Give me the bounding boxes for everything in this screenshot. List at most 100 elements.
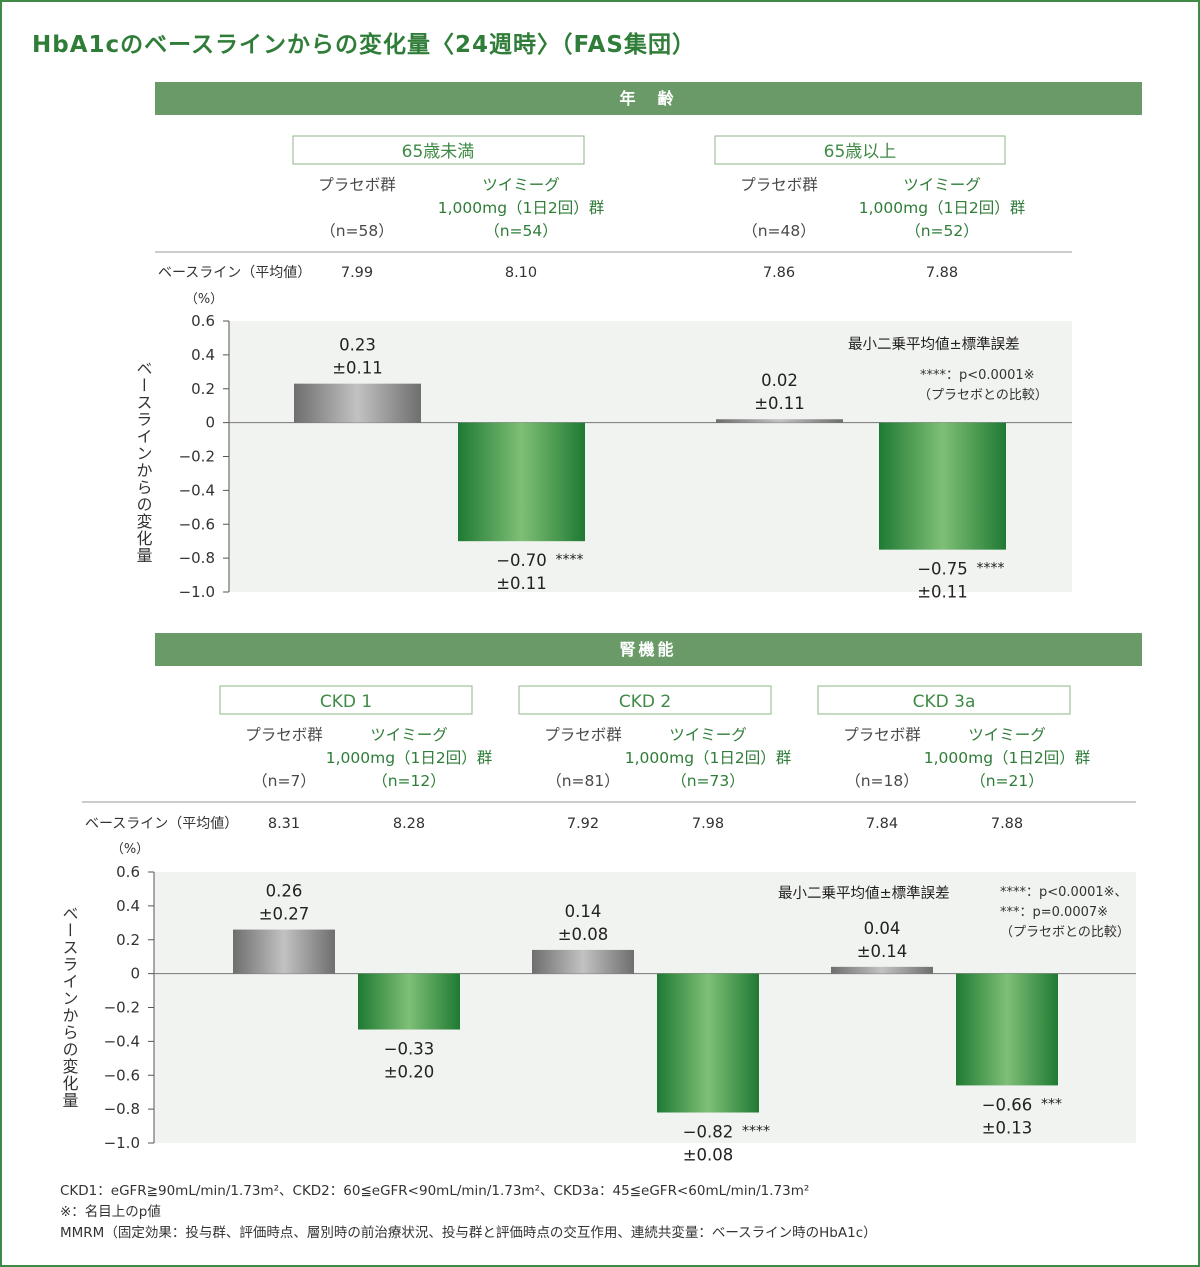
age-value-label: −0.70 [496,551,547,570]
age-g2-placebo-n: （n=48） [742,222,816,240]
age-subgroup-box-2 [714,135,1006,165]
age-chart: 年 齢 65歳未満 65歳以上 プラセボ群 ツイミーグ 1,000mg（1日2回… [134,82,1142,602]
kidney-subgroup-label-1: CKD 1 [320,692,372,712]
kidney-legend-line-1: ****：p<0.0001※、 [1000,885,1128,900]
kidney-g2-treatment-n: （n=73） [671,772,745,790]
age-subgroup-box-1 [292,135,585,165]
kidney-significance-label: *** [1041,1096,1062,1112]
kidney-value-label: 0.04 [864,919,901,938]
age-y-tick-label: 0 [205,414,215,432]
kidney-y-unit: （%） [111,842,149,857]
kidney-y-tick-label: 0.6 [116,863,140,881]
kidney-g3-placebo-name: プラセボ群 [843,726,921,744]
kidney-placebo-bar [831,966,933,974]
kidney-g2-placebo-name: プラセボ群 [544,726,622,744]
kidney-g3-treatment-name-1: ツイミーグ [968,726,1046,744]
age-y-tick-label: −0.8 [179,549,215,567]
age-g1-treatment-n: （n=54） [484,222,558,240]
kidney-g3-treatment-name-2: 1,000mg（1日2回）群 [924,749,1091,767]
kidney-value-label: −0.66 [982,1095,1033,1114]
kidney-y-tick-label: 0.4 [116,897,140,915]
kidney-value-label: −0.33 [384,1040,435,1059]
age-y-tick-label: 0.2 [191,380,215,398]
footnote-1: CKD1：eGFR≧90mL/min/1.73m²、CKD2：60≦eGFR<9… [60,1183,809,1199]
kidney-value-label: 0.14 [565,902,602,921]
kidney-baseline-g3-placebo: 7.84 [866,816,898,832]
kidney-g1-placebo-n: （n=7） [252,772,316,790]
kidney-significance-label: **** [742,1124,770,1140]
kidney-baseline-g2-placebo: 7.92 [567,816,599,832]
age-g2-treatment-n: （n=52） [905,222,979,240]
age-baseline-g2-treatment: 7.88 [926,265,958,281]
kidney-subgroup-label-3: CKD 3a [913,692,976,712]
age-baseline-g2-placebo: 7.86 [763,265,795,281]
age-value-label: −0.75 [917,560,968,579]
age-section-bar [155,82,1142,115]
age-baseline-label: ベースライン（平均値） [158,265,311,281]
kidney-baseline-g1-placebo: 8.31 [268,816,300,832]
age-g2-treatment-name-1: ツイミーグ [903,176,981,194]
kidney-y-tick-label: −0.6 [104,1066,140,1084]
kidney-se-label: ±0.13 [982,1118,1033,1137]
age-g2-treatment-name-2: 1,000mg（1日2回）群 [859,199,1026,217]
age-se-label: ±0.11 [754,394,805,413]
kidney-se-label: ±0.27 [259,905,310,924]
kidney-section-title: 腎機能 [619,640,676,659]
kidney-se-label: ±0.08 [558,925,609,944]
kidney-legend-line-3: （プラセボとの比較） [1000,925,1130,940]
age-baseline-g1-treatment: 8.10 [505,265,537,281]
age-g1-placebo-name: プラセボ群 [318,176,396,194]
age-g1-treatment-name-2: 1,000mg（1日2回）群 [438,199,605,217]
kidney-y-tick-label: −0.8 [104,1100,140,1118]
kidney-y-axis-label: ベースラインからの変化量 [60,905,79,1109]
kidney-y-tick-label: 0 [130,965,140,983]
kidney-y-tick-label: −0.2 [104,999,140,1017]
age-significance-label: **** [977,561,1005,577]
age-section-title: 年 齢 [619,89,676,108]
kidney-subgroup-box-3 [817,685,1071,715]
kidney-y-tick-label: −0.4 [104,1032,140,1050]
kidney-value-label: 0.26 [266,882,303,901]
age-g1-treatment-name-1: ツイミーグ [482,176,560,194]
footnote-3: MMRM（固定効果：投与群、評価時点、層別時の前治療状況、投与群と評価時点の交互… [60,1224,877,1241]
age-se-label: ±0.11 [496,574,547,593]
footnote-2: ※：名目上のp値 [60,1204,161,1220]
kidney-baseline-g3-treatment: 7.88 [991,816,1023,832]
age-value-label: 0.02 [761,371,798,390]
age-placebo-bar [716,419,843,423]
age-y-tick-label: 0.4 [191,346,215,364]
kidney-y-tick-label: 0.2 [116,931,140,949]
kidney-baseline-g2-treatment: 7.98 [692,816,724,832]
age-y-axis-label: ベースラインからの変化量 [134,360,153,564]
kidney-se-label: ±0.20 [384,1063,435,1082]
age-subgroup-label-1: 65歳未満 [402,142,475,162]
kidney-g1-treatment-n: （n=12） [372,772,446,790]
age-y-tick-label: −1.0 [179,583,215,601]
kidney-g1-treatment-name-2: 1,000mg（1日2回）群 [326,749,493,767]
age-y-tick-label: −0.2 [179,448,215,466]
kidney-placebo-bar [532,949,634,974]
age-subgroup-label-2: 65歳以上 [824,142,897,162]
kidney-bars: 0.26 ±0.27 0.14 ±0.08 0.04 ±0.14 −0.33 ±0.20 −0.… [233,882,1062,1165]
kidney-g1-placebo-name: プラセボ群 [245,726,323,744]
kidney-g1-treatment-name-1: ツイミーグ [370,726,448,744]
kidney-se-label: ±0.14 [857,942,908,961]
kidney-y-tick-label: −1.0 [104,1134,140,1152]
age-g2-placebo-name: プラセボ群 [740,176,818,194]
kidney-subgroup-box-2 [518,685,772,715]
age-y-tick-label: −0.6 [179,515,215,533]
age-g1-placebo-n: （n=58） [320,222,394,240]
age-legend-title: 最小二乗平均値±標準誤差 [848,336,1020,353]
age-treatment-bar [458,422,585,542]
kidney-g3-treatment-n: （n=21） [970,772,1044,790]
kidney-subgroup-box-1 [219,685,473,715]
kidney-g3-placebo-n: （n=18） [845,772,919,790]
age-legend-line-2: （プラセボとの比較） [918,388,1048,403]
kidney-se-label: ±0.08 [683,1146,734,1165]
kidney-baseline-g1-treatment: 8.28 [393,816,425,832]
kidney-section-bar [155,633,1142,666]
kidney-g2-treatment-name-2: 1,000mg（1日2回）群 [625,749,792,767]
kidney-legend-line-2: ***：p=0.0007※ [1000,905,1108,920]
kidney-placebo-bar [233,929,335,974]
